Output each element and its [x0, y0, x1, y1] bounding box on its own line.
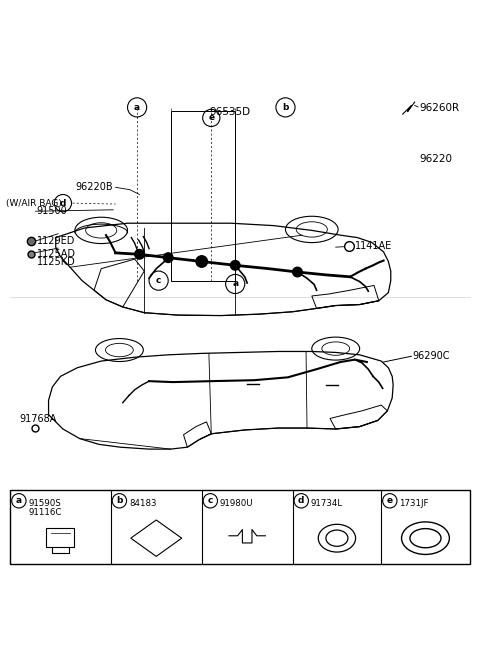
Text: 91734L: 91734L — [311, 499, 343, 508]
Text: (W/AIR BAG): (W/AIR BAG) — [6, 198, 62, 208]
Circle shape — [230, 261, 240, 270]
Ellipse shape — [410, 529, 441, 548]
Text: 96260R: 96260R — [420, 103, 460, 114]
Text: e: e — [387, 496, 393, 505]
Text: 84183: 84183 — [129, 499, 156, 508]
Text: d: d — [298, 496, 304, 505]
Bar — [46, 528, 74, 547]
Text: e: e — [208, 114, 215, 122]
Circle shape — [293, 267, 302, 277]
Text: a: a — [134, 103, 140, 112]
Text: b: b — [116, 496, 122, 505]
Text: 1129ED: 1129ED — [36, 237, 75, 246]
Text: 91980U: 91980U — [220, 499, 253, 508]
Text: 1125KD: 1125KD — [36, 258, 75, 267]
Text: 1125AD: 1125AD — [36, 249, 75, 259]
Circle shape — [135, 250, 144, 259]
Text: a: a — [232, 279, 238, 288]
Text: 91500: 91500 — [36, 206, 67, 216]
Text: c: c — [208, 496, 213, 505]
Circle shape — [196, 256, 207, 267]
Bar — [170, 111, 235, 281]
Ellipse shape — [326, 530, 348, 547]
Text: 96535D: 96535D — [209, 107, 250, 117]
Text: d: d — [60, 198, 66, 208]
Text: 96290C: 96290C — [412, 351, 450, 361]
Text: c: c — [156, 276, 161, 285]
Circle shape — [163, 253, 173, 262]
Text: 91768A: 91768A — [20, 415, 57, 424]
Text: 96220: 96220 — [420, 154, 453, 164]
Text: 91116C: 91116C — [28, 507, 62, 516]
Bar — [10, 490, 470, 564]
Text: 1731JF: 1731JF — [399, 499, 429, 508]
Text: a: a — [16, 496, 22, 505]
Text: 91590S: 91590S — [28, 499, 61, 508]
Text: b: b — [282, 103, 288, 112]
Text: 96220B: 96220B — [75, 182, 112, 193]
Text: 1141AE: 1141AE — [355, 241, 392, 251]
